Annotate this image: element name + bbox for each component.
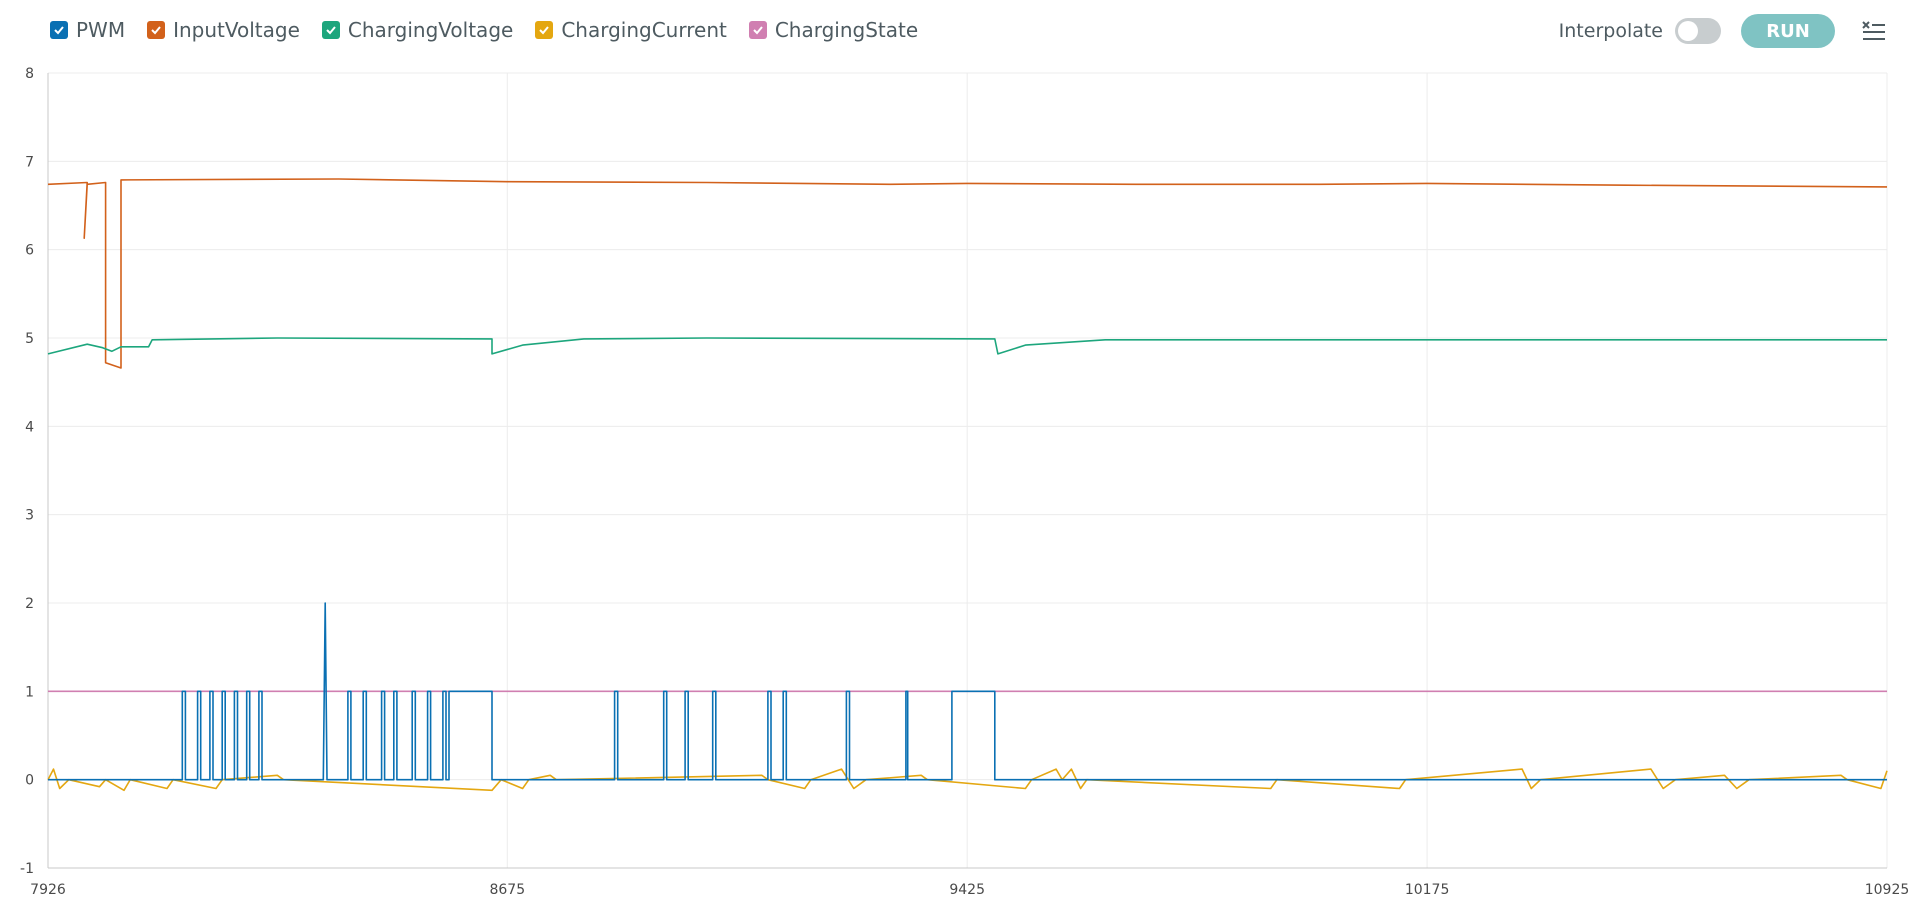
plot-area: -1 0 1 2 3 4 5 6 7 8 7926 8675 9425 10175 10925	[20, 66, 1910, 898]
legend-label: PWM	[76, 18, 126, 42]
legend-item-chargingstate[interactable]: ChargingState	[748, 18, 919, 42]
run-button[interactable]: RUN	[1741, 14, 1835, 48]
y-tick-label: 1	[25, 684, 34, 700]
plotter-controls: Interpolate RUN	[1559, 14, 1887, 48]
y-tick-label: 7	[25, 154, 34, 170]
y-tick-label: -1	[20, 861, 34, 877]
x-tick-label: 7926	[30, 882, 66, 898]
y-tick-label: 2	[25, 596, 34, 612]
checkbox-checked-icon[interactable]	[748, 21, 767, 39]
series-line-inputvoltage	[47, 178, 1888, 369]
plotter-toolbar: PWM InputVoltage ChargingVoltage Chargin…	[0, 0, 1917, 62]
legend-item-inputvoltage[interactable]: InputVoltage	[147, 18, 300, 42]
x-tick-label: 8675	[489, 882, 525, 898]
legend-item-chargingcurrent[interactable]: ChargingCurrent	[535, 18, 727, 42]
legend: PWM InputVoltage ChargingVoltage Chargin…	[50, 18, 940, 42]
legend-item-pwm[interactable]: PWM	[50, 18, 125, 42]
x-tick-label: 9425	[949, 882, 985, 898]
y-tick-label: 6	[25, 243, 34, 259]
legend-label: ChargingVoltage	[347, 18, 514, 42]
y-tick-label: 5	[25, 331, 34, 347]
legend-label: InputVoltage	[173, 18, 300, 42]
checkbox-checked-icon[interactable]	[50, 21, 68, 39]
interpolate-toggle[interactable]	[1675, 18, 1721, 44]
interpolate-label: Interpolate	[1558, 20, 1663, 42]
checkbox-checked-icon[interactable]	[147, 21, 166, 39]
y-tick-label: 3	[25, 508, 34, 524]
checkbox-checked-icon[interactable]	[535, 21, 554, 39]
checkbox-checked-icon[interactable]	[321, 21, 340, 39]
clear-list-icon[interactable]	[1861, 18, 1887, 44]
legend-label: ChargingCurrent	[561, 18, 727, 42]
x-tick-label: 10175	[1405, 882, 1450, 898]
y-tick-label: 4	[25, 419, 34, 435]
y-tick-label: 8	[25, 66, 34, 82]
legend-item-chargingvoltage[interactable]: ChargingVoltage	[321, 18, 514, 42]
x-tick-label: 10925	[1865, 882, 1910, 898]
toggle-knob	[1678, 21, 1698, 41]
legend-label: ChargingState	[774, 18, 919, 42]
series-line-chargingvoltage	[47, 337, 1887, 355]
series-line-pwm	[48, 602, 1887, 781]
y-tick-label: 0	[25, 773, 34, 789]
